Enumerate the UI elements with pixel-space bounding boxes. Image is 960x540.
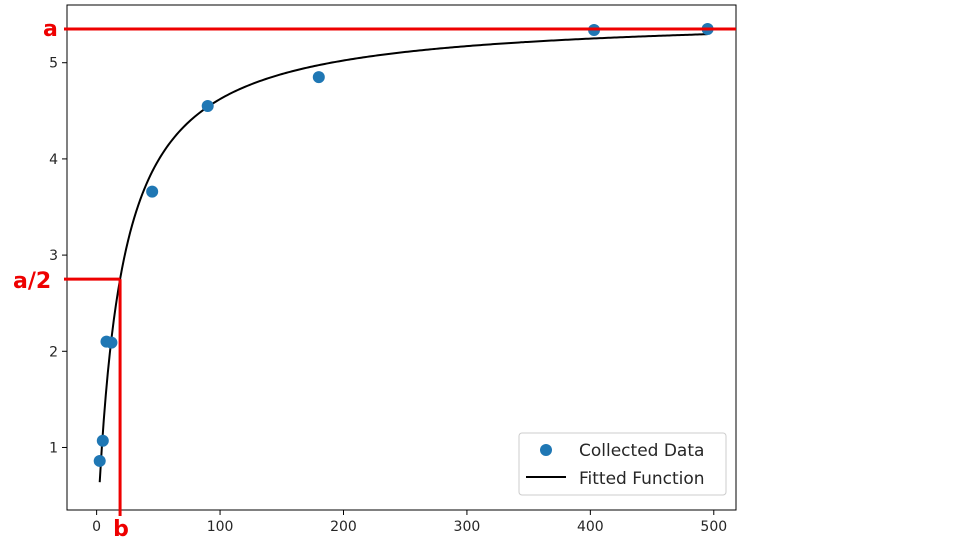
fitted-function-line — [98, 33, 708, 483]
legend-box — [518, 432, 727, 496]
y-tick-label: 2 — [49, 344, 58, 360]
legend-label-collected-data: Collected Data — [579, 441, 704, 461]
data-point — [146, 185, 159, 198]
annotation-label-b: b — [113, 517, 129, 540]
collected-data-points — [93, 23, 714, 467]
plot-frame — [66, 4, 737, 511]
x-tick-label: 400 — [577, 519, 604, 535]
annotation-label-a: a — [43, 17, 58, 42]
annotation-label-a-half: a/2 — [13, 269, 51, 294]
legend-marker-collected-data — [540, 444, 552, 456]
annotations: a a/2 b — [13, 17, 736, 540]
data-point — [93, 454, 106, 467]
data-point — [201, 100, 214, 112]
x-tick-label: 300 — [454, 519, 481, 535]
data-point — [105, 336, 118, 349]
y-tick-label: 5 — [49, 56, 58, 72]
plot-background — [67, 5, 736, 510]
y-tick-label: 3 — [49, 248, 58, 264]
y-tick-label: 4 — [49, 152, 58, 168]
x-tick-label: 100 — [207, 519, 234, 535]
legend: Collected Data Fitted Function — [518, 432, 727, 496]
x-tick-label: 500 — [700, 519, 727, 535]
y-axis-ticks: 1 2 3 4 5 — [49, 56, 67, 456]
x-tick-label: 0 — [92, 519, 101, 535]
x-axis-ticks: 0 100 200 300 400 500 — [92, 510, 727, 535]
data-point — [96, 434, 109, 447]
legend-label-fitted-function: Fitted Function — [579, 469, 705, 489]
data-point — [312, 71, 325, 84]
x-tick-label: 200 — [330, 519, 357, 535]
y-tick-label: 1 — [49, 440, 58, 456]
